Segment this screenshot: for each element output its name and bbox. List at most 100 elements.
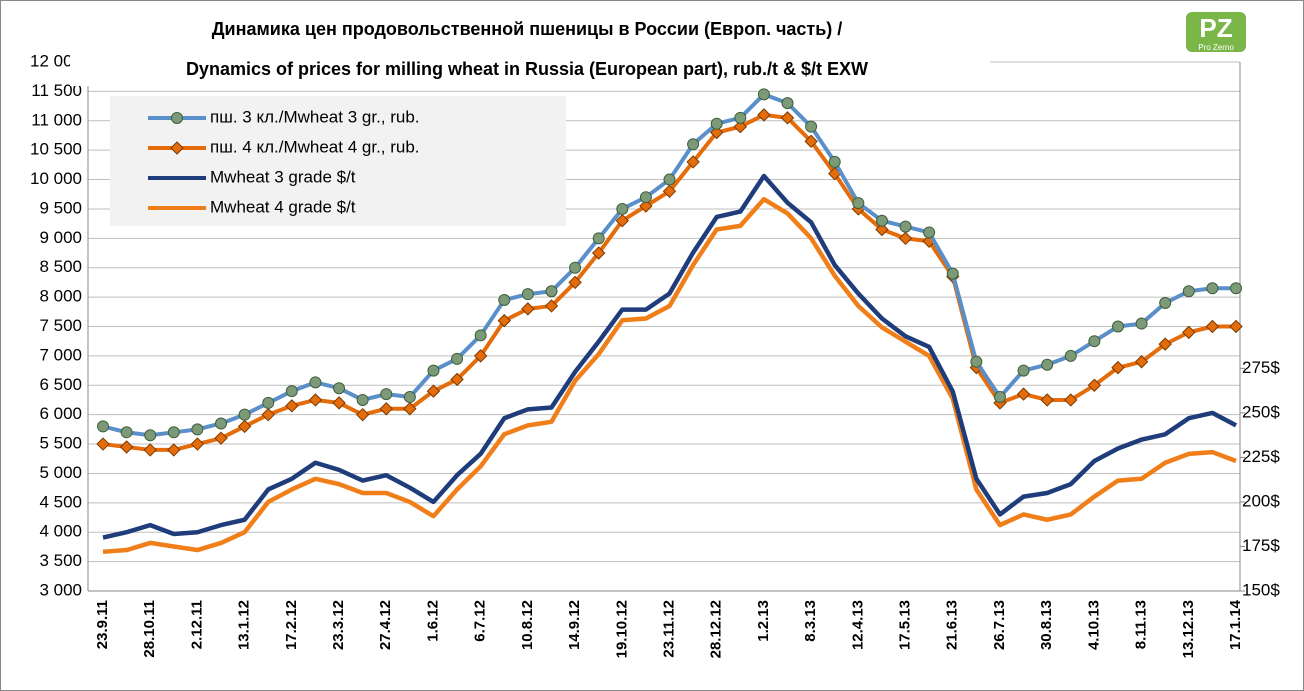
x-tick-label: 28.10.11 — [141, 600, 158, 658]
marker — [1205, 319, 1220, 334]
marker — [616, 202, 629, 215]
marker — [875, 222, 889, 237]
marker — [1159, 296, 1172, 309]
marker — [191, 423, 204, 436]
marker — [427, 364, 440, 377]
x-tick-label: 17.1.14 — [1227, 599, 1244, 650]
y2-tick-label: 275$ — [1242, 358, 1280, 377]
y-tick-label: 10 500 — [30, 140, 82, 159]
marker — [852, 197, 865, 210]
plot — [96, 88, 1243, 555]
y2-tick-label: 150$ — [1242, 580, 1280, 599]
x-tick-label: 21.6.13 — [944, 600, 961, 650]
y2-tick-label: 250$ — [1242, 402, 1280, 421]
marker — [1230, 282, 1242, 295]
marker — [1088, 335, 1101, 348]
marker — [190, 437, 205, 451]
marker — [1016, 387, 1031, 401]
marker — [403, 402, 417, 416]
series-line — [102, 173, 1238, 540]
marker — [451, 352, 464, 365]
marker — [946, 267, 959, 280]
marker — [308, 393, 323, 407]
x-tick-label: 2.12.11 — [188, 600, 205, 649]
x-tick-label: 4.10.13 — [1085, 600, 1102, 650]
x-tick-label: 17.5.13 — [897, 600, 914, 650]
marker — [380, 388, 393, 401]
marker — [261, 407, 275, 422]
marker — [568, 275, 582, 290]
marker — [1064, 349, 1077, 362]
marker — [167, 443, 181, 457]
x-tick-label: 30.8.13 — [1038, 600, 1055, 650]
x-tick-label: 23.9.11 — [94, 600, 111, 649]
marker — [144, 429, 157, 442]
x-tick-label: 10.8.12 — [519, 600, 536, 650]
marker — [355, 407, 370, 422]
marker — [615, 213, 629, 228]
legend-label: Mwheat 4 grade $/t — [210, 197, 356, 216]
y-tick-label: 7 500 — [39, 316, 82, 335]
marker — [215, 417, 228, 430]
marker — [1087, 378, 1102, 392]
y-tick-label: 5 500 — [39, 434, 82, 453]
marker — [639, 199, 653, 213]
marker — [875, 214, 888, 227]
marker — [898, 231, 913, 246]
marker — [497, 313, 511, 328]
marker — [899, 220, 912, 233]
y-tick-label: 11 500 — [31, 81, 82, 100]
marker — [1135, 317, 1148, 330]
marker — [1206, 282, 1219, 295]
marker — [333, 382, 346, 395]
marker — [662, 184, 677, 199]
marker — [1229, 319, 1243, 334]
marker — [1041, 358, 1054, 371]
marker — [592, 232, 605, 245]
y-tick-label: 4 000 — [39, 522, 82, 541]
legend-label: пш. 4 кл./Mwheat 4 gr., rub. — [210, 137, 420, 156]
legend-label: Mwheat 3 grade $/t — [210, 167, 356, 186]
legend-label: пш. 3 кл./Mwheat 3 gr., rub. — [210, 107, 420, 126]
x-tick-label: 28.12.12 — [708, 600, 725, 658]
marker — [97, 420, 109, 433]
marker — [96, 437, 110, 451]
x-tick-label: 6.7.12 — [472, 600, 489, 642]
y-tick-label: 7 000 — [39, 345, 82, 364]
marker — [1017, 364, 1030, 377]
marker — [426, 384, 441, 398]
legend: пш. 3 кл./Mwheat 3 gr., rub. пш. 4 кл./Mw… — [148, 107, 420, 216]
y-tick-label: 3 000 — [39, 580, 82, 599]
marker — [474, 329, 487, 342]
title-bg — [70, 48, 990, 86]
marker — [450, 372, 464, 387]
logo-bg — [1186, 12, 1246, 52]
marker — [733, 119, 748, 134]
marker — [1064, 393, 1078, 407]
legend-marker — [171, 112, 183, 124]
marker — [828, 155, 841, 168]
marker — [332, 396, 346, 410]
x-tick-label: 1.6.12 — [424, 600, 441, 642]
marker — [309, 376, 322, 389]
x-tick-label: 26.7.13 — [991, 600, 1008, 650]
chart-title: Динамика цен продовольственной пшеницы в… — [212, 19, 843, 39]
grid: 3 000 3 500 4 000 4 500 5 000 5 500 6 000 6 500… — [30, 51, 1280, 658]
logo-text: Pro Zerno — [1198, 43, 1234, 52]
y-tick-label: 10 000 — [30, 169, 82, 188]
marker — [262, 396, 275, 409]
x-tick-label: 8.11.13 — [1133, 600, 1150, 649]
marker — [1040, 393, 1054, 407]
marker — [1182, 285, 1195, 298]
legend-marker — [170, 141, 184, 155]
x-tick-label: 19.10.12 — [613, 600, 630, 658]
marker — [1134, 355, 1149, 369]
marker — [1182, 325, 1196, 340]
y-tick-label: 3 500 — [39, 551, 82, 570]
x-tick-label: 17.2.12 — [283, 600, 300, 650]
marker — [780, 111, 795, 125]
marker — [545, 285, 558, 298]
y-tick-label: 6 500 — [39, 375, 82, 394]
marker — [356, 393, 369, 406]
